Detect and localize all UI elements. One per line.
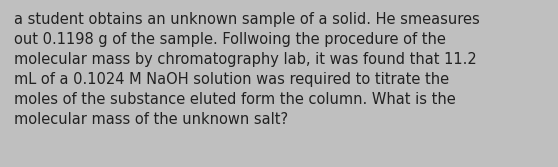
Text: a student obtains an unknown sample of a solid. He smeasures
out 0.1198 g of the: a student obtains an unknown sample of a…	[14, 12, 480, 127]
